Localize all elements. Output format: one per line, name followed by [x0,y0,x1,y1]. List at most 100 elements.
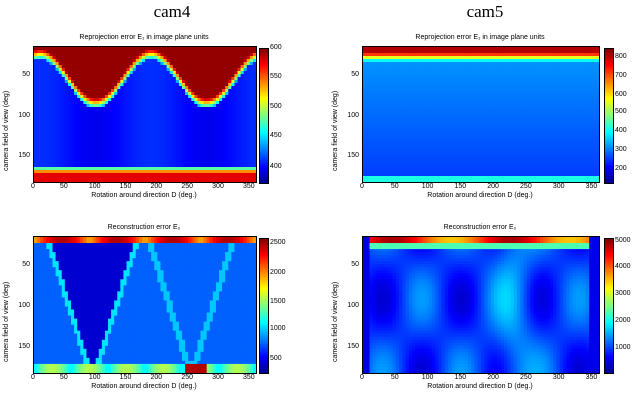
heatmap-cell [175,140,180,144]
heatmap-cell [402,113,407,117]
heatmap-cell [117,116,121,120]
heatmap-cell [182,155,186,159]
heatmap-cell [43,176,47,180]
heatmap-cell [151,170,155,174]
heatmap-cell [200,98,205,102]
heatmap-cell [111,50,115,54]
heatmap-cell [520,101,525,105]
heatmap-cell [34,149,38,153]
heatmap-cell [169,131,174,135]
heatmap-cell [366,89,371,93]
heatmap-cell [209,95,214,99]
heatmap-cell [474,47,479,51]
heatmap-cell [49,146,54,150]
heatmap-cell [246,170,251,174]
heatmap-cell [43,128,47,132]
heatmap-cell [148,65,152,69]
heatmap-cell [43,77,47,81]
heatmap-cell [422,83,426,87]
heatmap-cell [225,137,229,141]
heatmap-cell [182,158,186,162]
heatmap-cell [376,98,380,102]
heatmap-cell [228,119,232,123]
heatmap-cell [408,77,413,81]
heatmap-cell [500,59,505,63]
heatmap-cell [464,116,469,120]
heatmap-cell [61,83,66,87]
heatmap-cell [526,77,531,81]
heatmap-cell [503,68,508,72]
heatmap-cell [163,107,168,111]
heatmap-cell [252,113,256,117]
heatmap-cell [497,62,502,66]
heatmap-cell [40,161,44,165]
heatmap-cell [225,92,229,96]
heatmap-cell [80,50,84,54]
heatmap-cell [392,80,397,84]
heatmap-cell [58,149,63,153]
heatmap-cell [490,68,495,72]
heatmap-cell [175,62,180,66]
heatmap-cell [166,77,171,81]
heatmap-cell [83,86,88,90]
heatmap-cell [191,65,195,69]
heatmap-cell [507,74,512,78]
heatmap-cell [95,68,100,72]
heatmap-cell [402,80,407,84]
heatmap-cell [212,131,217,135]
heatmap-cell [163,83,168,87]
heatmap-cell [576,110,580,114]
heatmap-cell [111,110,115,114]
heatmap-cell [52,71,57,75]
heatmap-cell [448,86,453,90]
heatmap-cell [141,179,146,182]
heatmap-cell [225,110,229,114]
heatmap-cell [592,77,597,81]
heatmap-cell [104,92,109,96]
heatmap-cell [572,80,577,84]
heatmap-cell [135,149,140,153]
heatmap-cell [510,71,515,75]
heatmap-cell [582,92,587,96]
heatmap-cell [487,116,492,120]
heatmap-cell [71,155,75,159]
heatmap-cell [126,104,131,108]
heatmap-cell [589,95,594,99]
heatmap-cell [163,152,168,156]
heatmap-cell [243,131,248,135]
heatmap-cell [234,56,239,60]
heatmap-cell [151,47,155,51]
heatmap-cell [212,101,217,105]
heatmap-cell [104,137,109,141]
heatmap-cell [175,71,180,75]
heatmap-cell [151,164,155,168]
heatmap-cell [145,50,149,54]
heatmap-cell [376,89,380,93]
heatmap-cell [481,53,485,57]
heatmap-cell [89,125,94,129]
heatmap-cell [234,62,239,66]
heatmap-cell [408,92,413,96]
heatmap-cell [376,53,380,57]
heatmap-cell [151,56,155,60]
heatmap-cell [467,86,472,90]
heatmap-cell [366,71,371,75]
heatmap-cell [111,173,115,177]
heatmap-cell [222,92,226,96]
heatmap-cell [77,155,81,159]
heatmap-cell [172,176,177,180]
heatmap-cell [249,119,254,123]
heatmap-cell [592,86,597,90]
heatmap-cell [585,74,590,78]
heatmap-cell [435,110,439,114]
heatmap-cell [392,62,397,66]
heatmap-cell [237,101,242,105]
heatmap-cell [172,170,177,174]
heatmap-cell [40,59,44,63]
heatmap-cell [219,176,223,180]
heatmap-cell [395,53,400,57]
heatmap-cell [89,86,94,90]
heatmap-cell [503,59,508,63]
heatmap-cell [98,71,103,75]
heatmap-cell [487,62,492,66]
